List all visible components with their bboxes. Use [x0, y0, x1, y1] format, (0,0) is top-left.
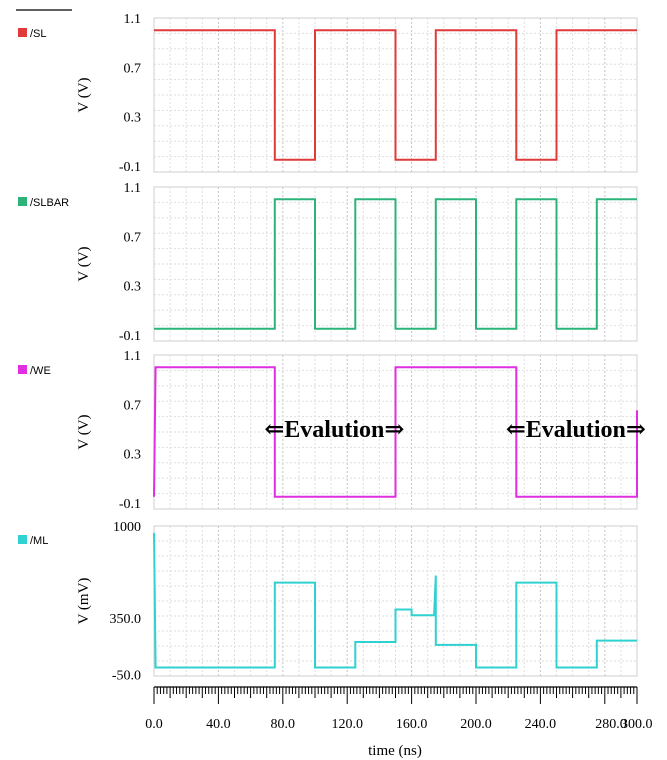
- legend-swatch: [18, 365, 27, 374]
- x-axis: 0.0 40.0 80.0 120.0 160.0 200.0 240.0 280.0300.…: [145, 686, 653, 732]
- x-tick-label: 0.0: [145, 717, 163, 732]
- y-axis-title: V (V): [76, 77, 92, 112]
- x-tick-label: 300.0: [621, 717, 653, 732]
- plot-frame: [153, 186, 638, 342]
- panel-0: /SL 1.1 0.7 0.3 -0.1 V (V): [18, 12, 638, 175]
- x-tick-label: 80.0: [271, 717, 296, 732]
- y-axis-title: V (V): [76, 414, 92, 449]
- x-tick-label: 120.0: [331, 717, 363, 732]
- y-tick-label: 1000: [113, 520, 141, 535]
- y-tick-label: -0.1: [119, 497, 141, 512]
- panel-1: /SLBAR 1.1 0.7 0.3 -0.1 V (V): [18, 181, 638, 344]
- series-line: [154, 198, 637, 330]
- y-tick-label: 0.7: [124, 230, 142, 245]
- x-tick-label: 40.0: [206, 717, 231, 732]
- panel-3: /ML 1000 350.0 -50.0 V (mV): [18, 520, 638, 684]
- y-tick-label: 1.1: [124, 181, 142, 196]
- y-tick-label: 1.1: [124, 12, 142, 27]
- series-line: [153, 366, 638, 498]
- legend-label: /SLBAR: [30, 197, 69, 209]
- x-tick-label: 200.0: [460, 717, 492, 732]
- evaluation-annotation: ⇐Evalution⇒: [506, 417, 646, 443]
- legend-swatch: [18, 535, 27, 544]
- x-tick-label: 280.0: [595, 717, 627, 732]
- x-axis-title: time (ns): [368, 743, 422, 759]
- plot-frame: [153, 17, 638, 173]
- y-tick-label: 0.7: [124, 398, 142, 413]
- y-tick-label: 0.7: [124, 61, 142, 76]
- legend-label: /ML: [30, 535, 48, 547]
- y-tick-label: -0.1: [119, 329, 141, 344]
- y-tick-label: -0.1: [119, 160, 141, 175]
- legend-label: /SL: [30, 28, 47, 40]
- y-tick-label: 0.3: [124, 111, 142, 126]
- grid: [153, 525, 638, 677]
- legend-swatch: [18, 197, 27, 206]
- y-tick-label: -50.0: [112, 669, 141, 684]
- y-tick-label: 0.3: [124, 280, 142, 295]
- x-tick-label: 160.0: [396, 717, 428, 732]
- y-tick-label: 1.1: [124, 349, 142, 364]
- y-axis-title: V (V): [76, 246, 92, 281]
- legend-label: /WE: [30, 365, 51, 377]
- y-tick-label: 0.3: [124, 448, 142, 463]
- panels-layer: /SL 1.1 0.7 0.3 -0.1 V (V) /SLBAR 1.1 0.7 0.3 -0.1…: [18, 12, 646, 684]
- panel-2: /WE 1.1 0.7 0.3 -0.1 V (V) ⇐Evalution⇒ ⇐Evaluti…: [18, 349, 646, 512]
- evaluation-annotation: ⇐Evalution⇒: [264, 417, 404, 443]
- series-line: [154, 29, 637, 161]
- legend-swatch: [18, 28, 27, 37]
- series-line: [153, 533, 637, 669]
- x-tick-label: 240.0: [525, 717, 557, 732]
- y-tick-label: 350.0: [110, 612, 142, 627]
- y-axis-title: V (mV): [76, 578, 92, 625]
